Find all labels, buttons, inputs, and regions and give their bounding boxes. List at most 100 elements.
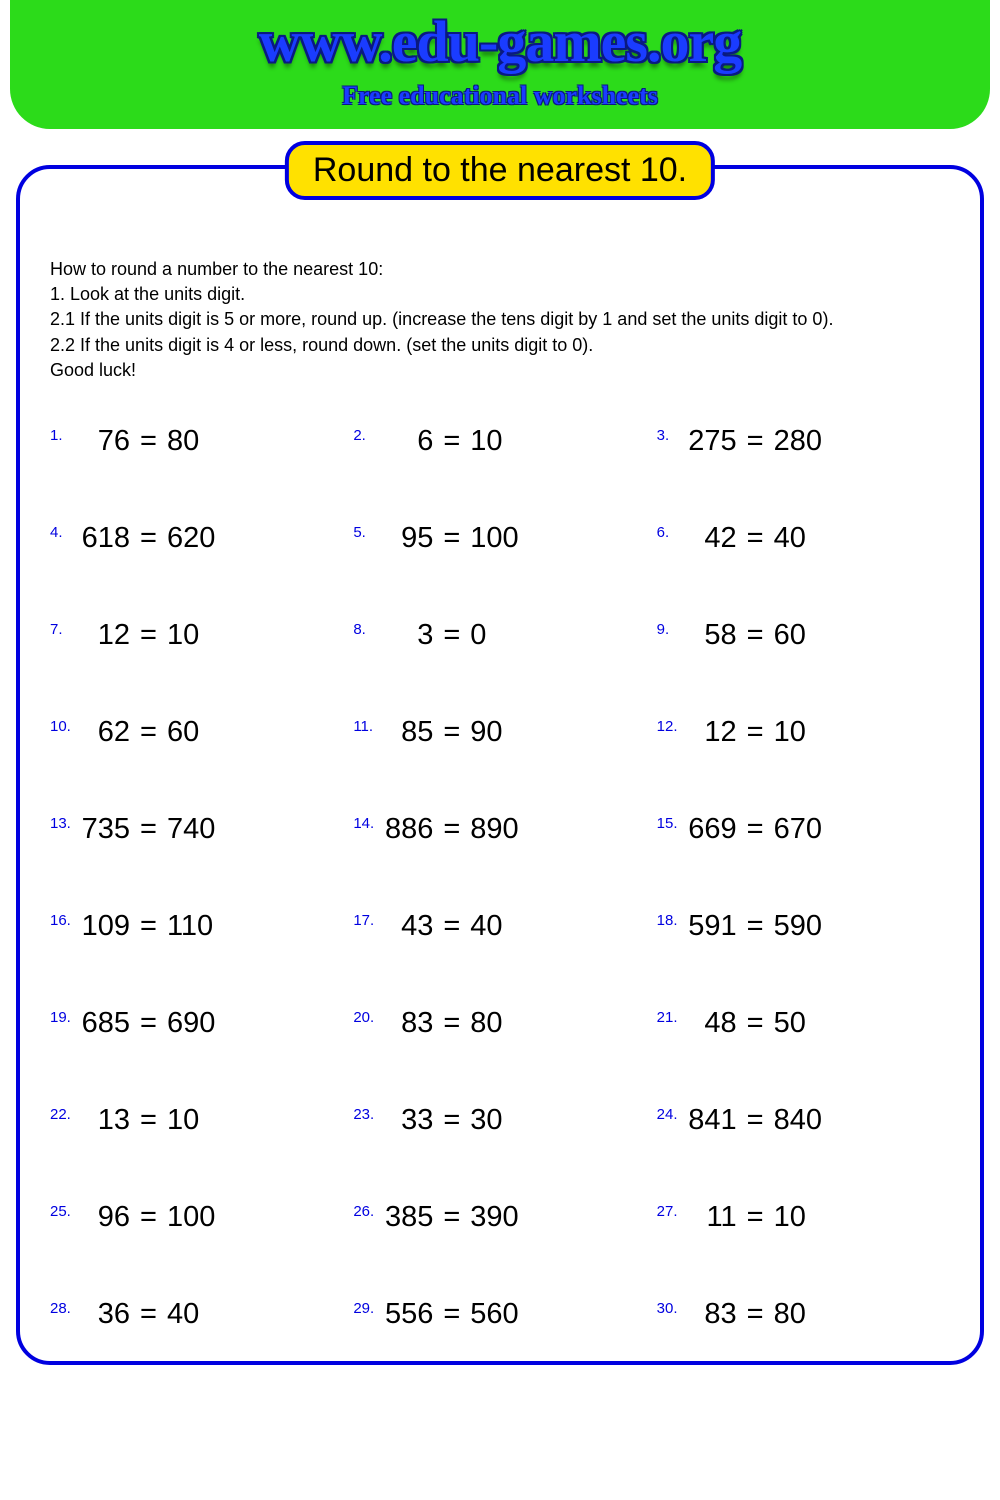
worksheet-title-badge: Round to the nearest 10.: [285, 141, 715, 200]
worksheet-frame: Round to the nearest 10. How to round a …: [16, 165, 984, 1365]
equals-sign: =: [439, 1298, 464, 1331]
problem-rhs: 50: [768, 1007, 822, 1040]
problem-equation: 12=10: [78, 619, 215, 652]
problem: 22.13=10: [50, 1104, 343, 1137]
problem-rhs: 280: [768, 425, 822, 458]
problem-number: 29.: [353, 1298, 381, 1317]
problem-lhs: 109: [78, 910, 136, 943]
problem-number: 23.: [353, 1104, 381, 1123]
problem-rhs: 40: [464, 910, 518, 943]
problem: 3.275=280: [657, 425, 950, 458]
problem: 30.83=80: [657, 1298, 950, 1331]
equals-sign: =: [136, 716, 161, 749]
equals-sign: =: [743, 619, 768, 652]
problem-rhs: 80: [161, 425, 215, 458]
problem-equation: 43=40: [381, 910, 518, 943]
problem-number: 28.: [50, 1298, 78, 1317]
problems-grid: 1.76=802.6=103.275=2804.618=6205.95=1006…: [50, 425, 950, 1331]
problem-rhs: 620: [161, 522, 215, 555]
problem-rhs: 740: [161, 813, 215, 846]
problem: 28.36=40: [50, 1298, 343, 1331]
problem: 23.33=30: [353, 1104, 646, 1137]
problem: 25.96=100: [50, 1201, 343, 1234]
problem-number: 25.: [50, 1201, 78, 1220]
problem: 11.85=90: [353, 716, 646, 749]
equals-sign: =: [743, 1298, 768, 1331]
problem-number: 27.: [657, 1201, 685, 1220]
problem: 12.12=10: [657, 716, 950, 749]
problem-rhs: 590: [768, 910, 822, 943]
equals-sign: =: [439, 813, 464, 846]
problem-equation: 685=690: [78, 1007, 215, 1040]
problem-number: 4.: [50, 522, 78, 541]
equals-sign: =: [439, 1201, 464, 1234]
problem-equation: 96=100: [78, 1201, 215, 1234]
problem: 18.591=590: [657, 910, 950, 943]
problem: 19.685=690: [50, 1007, 343, 1040]
problem-number: 13.: [50, 813, 78, 832]
problem-equation: 669=670: [685, 813, 822, 846]
problem-lhs: 95: [381, 522, 439, 555]
problem-lhs: 13: [78, 1104, 136, 1137]
problem-rhs: 890: [464, 813, 518, 846]
equals-sign: =: [743, 716, 768, 749]
equals-sign: =: [136, 1007, 161, 1040]
problem-equation: 6=10: [381, 425, 518, 458]
problem-lhs: 83: [381, 1007, 439, 1040]
equals-sign: =: [439, 522, 464, 555]
equals-sign: =: [136, 1201, 161, 1234]
problem: 6.42=40: [657, 522, 950, 555]
problem-number: 7.: [50, 619, 78, 638]
equals-sign: =: [743, 1007, 768, 1040]
problem: 26.385=390: [353, 1201, 646, 1234]
problem-rhs: 40: [161, 1298, 215, 1331]
problem-number: 5.: [353, 522, 381, 541]
problem-rhs: 690: [161, 1007, 215, 1040]
problem: 2.6=10: [353, 425, 646, 458]
equals-sign: =: [743, 425, 768, 458]
problem-number: 14.: [353, 813, 381, 832]
problem-equation: 42=40: [685, 522, 822, 555]
problem-lhs: 275: [685, 425, 743, 458]
problem-number: 20.: [353, 1007, 381, 1026]
problem-number: 15.: [657, 813, 685, 832]
problem-lhs: 85: [381, 716, 439, 749]
problem-lhs: 96: [78, 1201, 136, 1234]
problem-number: 16.: [50, 910, 78, 929]
problem-lhs: 556: [381, 1298, 439, 1331]
problem: 13.735=740: [50, 813, 343, 846]
site-title: www.edu-games.org: [10, 8, 990, 75]
problem-equation: 48=50: [685, 1007, 822, 1040]
problem-number: 26.: [353, 1201, 381, 1220]
equals-sign: =: [439, 425, 464, 458]
problem-equation: 83=80: [685, 1298, 822, 1331]
problem-lhs: 886: [381, 813, 439, 846]
problem-rhs: 10: [161, 619, 215, 652]
problem: 21.48=50: [657, 1007, 950, 1040]
problem-lhs: 841: [685, 1104, 743, 1137]
problem-lhs: 48: [685, 1007, 743, 1040]
problem-lhs: 735: [78, 813, 136, 846]
problem-equation: 83=80: [381, 1007, 518, 1040]
problem-rhs: 10: [768, 716, 822, 749]
problem-number: 8.: [353, 619, 381, 638]
equals-sign: =: [743, 1201, 768, 1234]
problem: 29.556=560: [353, 1298, 646, 1331]
problem-number: 30.: [657, 1298, 685, 1317]
problem-equation: 33=30: [381, 1104, 518, 1137]
problem-equation: 556=560: [381, 1298, 518, 1331]
problem-lhs: 618: [78, 522, 136, 555]
problem-lhs: 43: [381, 910, 439, 943]
equals-sign: =: [439, 1104, 464, 1137]
equals-sign: =: [439, 716, 464, 749]
problem-rhs: 390: [464, 1201, 518, 1234]
instruction-line: How to round a number to the nearest 10:: [50, 257, 950, 282]
problem-rhs: 80: [464, 1007, 518, 1040]
equals-sign: =: [439, 910, 464, 943]
equals-sign: =: [439, 1007, 464, 1040]
problem-number: 1.: [50, 425, 78, 444]
problem: 9.58=60: [657, 619, 950, 652]
problem-lhs: 11: [685, 1201, 743, 1234]
problem-number: 12.: [657, 716, 685, 735]
problem-equation: 618=620: [78, 522, 215, 555]
